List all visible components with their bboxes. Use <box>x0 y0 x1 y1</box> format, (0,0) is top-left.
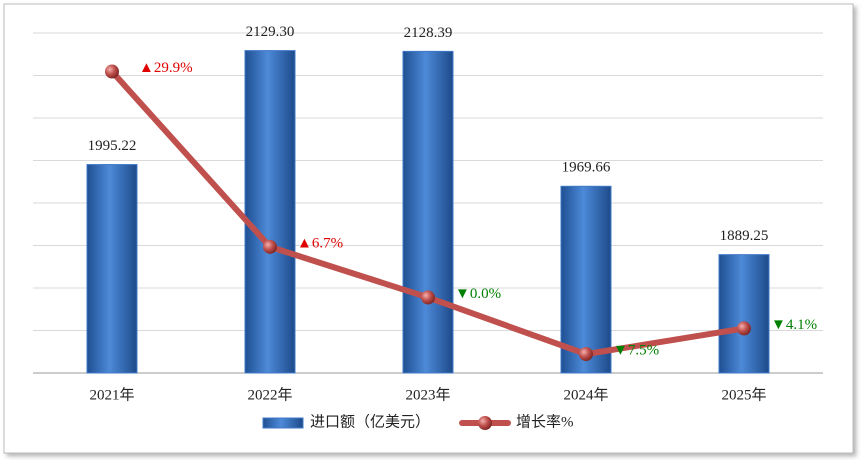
bar <box>402 50 454 374</box>
bar-value-label: 2128.39 <box>404 25 453 41</box>
line-point <box>263 239 277 254</box>
bar-value-label: 2129.30 <box>246 24 295 40</box>
line-value-label: ▲29.9% <box>139 60 193 76</box>
bar-value-label: 1969.66 <box>562 160 611 176</box>
x-tick-label: 2022年 <box>247 386 292 403</box>
line-point <box>579 347 593 362</box>
legend-label: 增长率% <box>516 413 574 430</box>
x-tick-label: 2024年 <box>563 386 608 403</box>
line-point <box>105 64 119 79</box>
line-value-label: ▼0.0% <box>455 286 501 302</box>
x-tick-label: 2023年 <box>405 386 450 403</box>
legend-label: 进口额（亿美元） <box>310 413 430 430</box>
line-point <box>421 290 435 305</box>
bar <box>718 254 770 374</box>
bar-value-label: 1995.22 <box>88 138 137 154</box>
legend-marker <box>478 416 493 430</box>
bar-value-label: 1889.25 <box>720 228 769 244</box>
line-value-label: ▲6.7% <box>297 235 343 251</box>
x-tick-label: 2021年 <box>89 386 134 403</box>
x-tick-label: 2025年 <box>721 386 766 403</box>
line-value-label: ▼4.1% <box>771 317 817 333</box>
bar <box>86 164 138 374</box>
legend-swatch <box>262 417 304 429</box>
bar <box>560 185 612 374</box>
line-point <box>737 321 751 336</box>
bar <box>244 50 296 374</box>
line-value-label: ▼7.5% <box>613 343 659 359</box>
